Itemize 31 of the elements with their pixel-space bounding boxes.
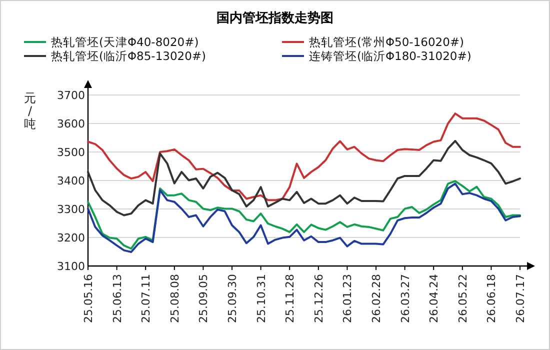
legend-label: 热轧管坯(临沂Φ85-13020#)	[51, 49, 206, 63]
x-tick-label: 26.05.22	[456, 274, 470, 323]
legend-label: 连铸管坯(临沂Φ180-31020#)	[309, 49, 472, 63]
y-tick-label: 3700	[57, 89, 85, 102]
y-tick-label: 3400	[57, 174, 85, 188]
y-tick-label: 3200	[57, 232, 85, 244]
x-tick-label: 26.02.28	[370, 274, 383, 323]
x-tick-label: 26.07.17	[514, 274, 527, 323]
x-tick-label: 25.08.08	[168, 274, 182, 323]
x-tick-label: 25.12.26	[312, 274, 326, 323]
x-tick-label: 25.09.30	[226, 274, 239, 323]
y-axis-title: 元/吨	[24, 91, 36, 131]
line-series	[87, 140, 521, 216]
x-tick-label: 26.01.23	[341, 274, 354, 323]
legend-label: 热轧管坯(常州Φ50-16020#)	[309, 35, 464, 49]
y-tick-label: 3300	[57, 203, 85, 216]
y-tick-label: 3600	[57, 118, 85, 130]
x-tick-label: 25.10.31	[254, 274, 268, 323]
x-tick-label: 25.05.16	[82, 274, 95, 323]
x-tick-label: 25.07.11	[140, 274, 153, 323]
y-tick-label: 3500	[57, 146, 85, 159]
legend-label: 热轧管坯(天津Φ40-8020#)	[51, 35, 199, 49]
x-tick-label: 26.06.18	[485, 274, 498, 323]
x-tick-label: 25.06.13	[110, 274, 124, 323]
y-tick-label: 3100	[57, 260, 85, 273]
x-tick-label: 25.09.05	[197, 274, 210, 323]
x-tick-label: 26.04.24	[428, 274, 441, 323]
chart-title: 国内管坯指数走势图	[216, 10, 334, 26]
x-tick-label: 25.11.28	[284, 274, 297, 323]
x-tick-label: 26.03.27	[398, 274, 412, 323]
line-series	[87, 112, 521, 202]
